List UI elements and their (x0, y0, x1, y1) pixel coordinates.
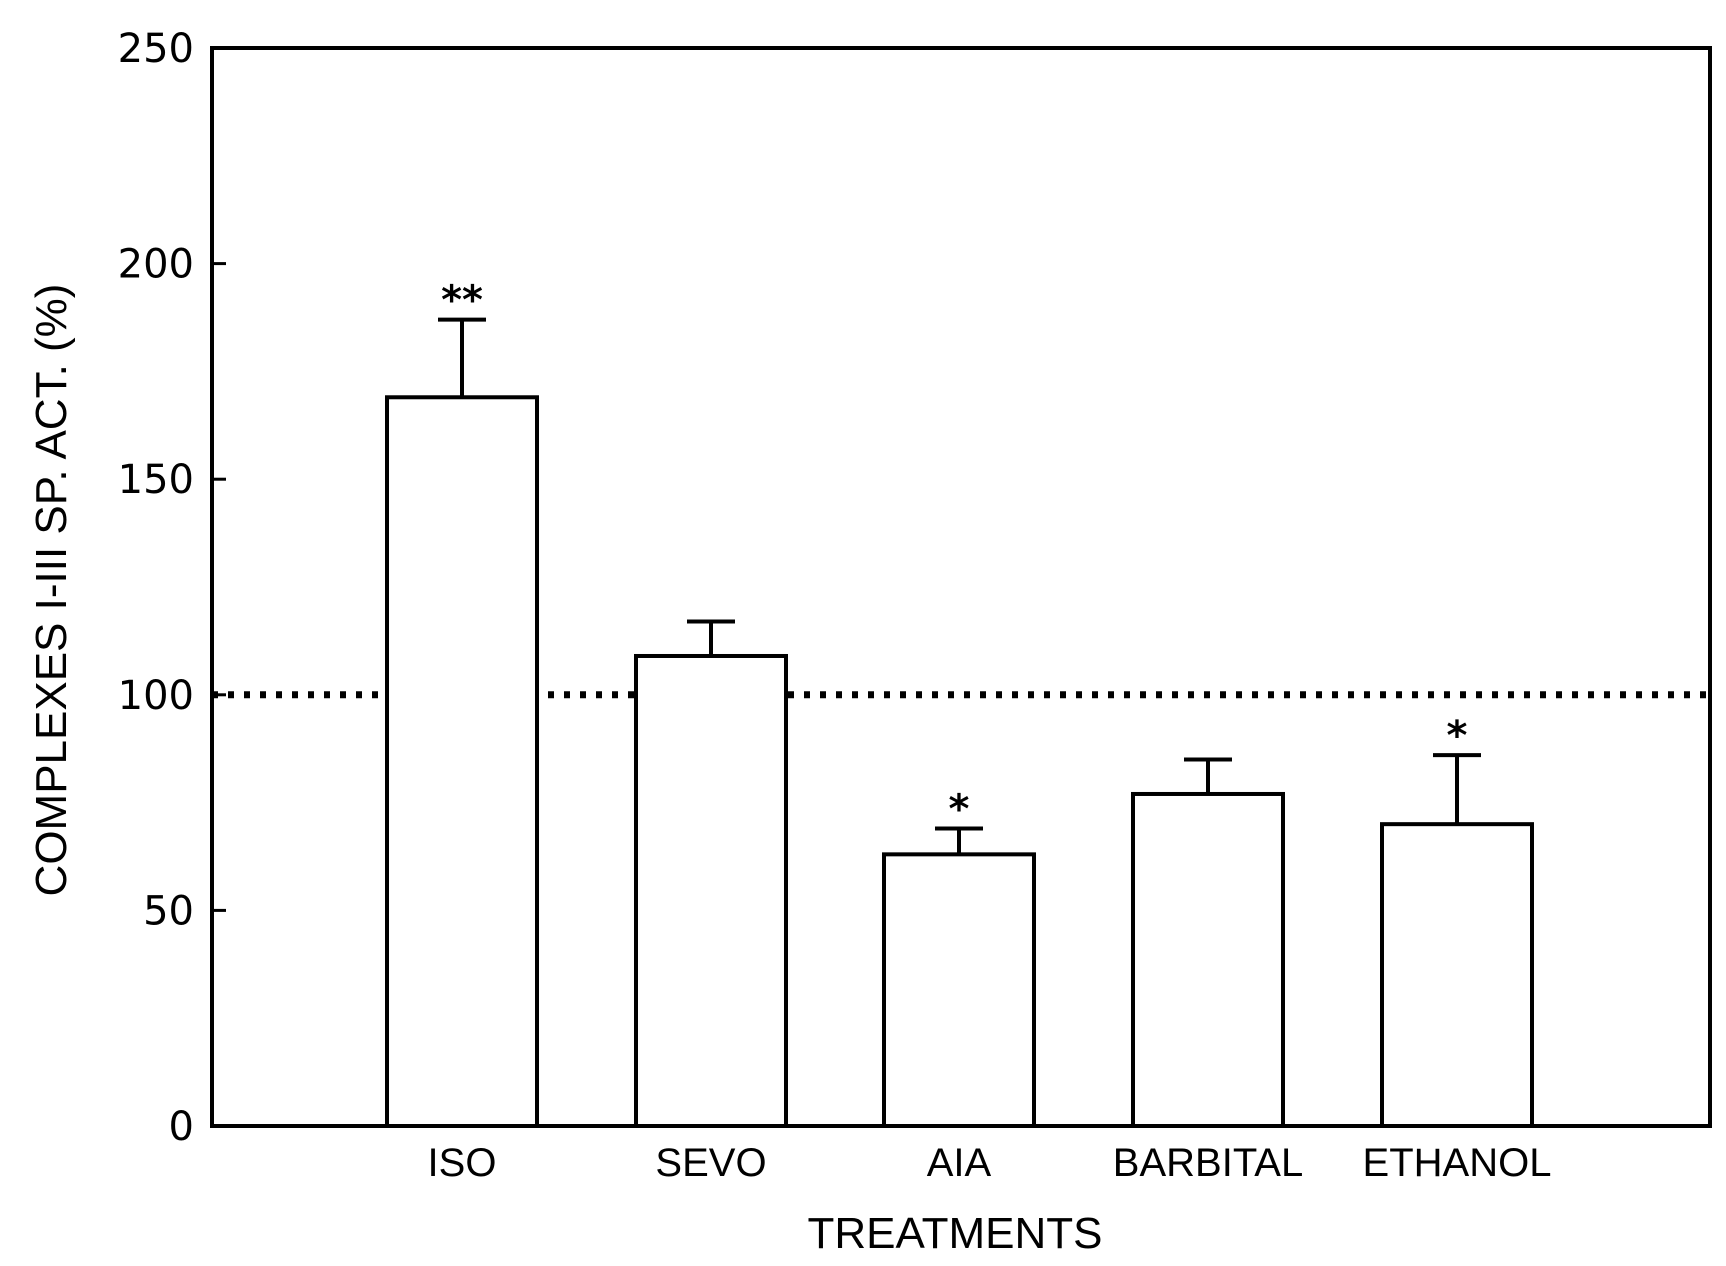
y-tick-label: 100 (118, 673, 194, 719)
x-tick-label: ISO (428, 1141, 497, 1185)
significance-mark: * (949, 786, 970, 832)
x-tick-label: AIA (927, 1141, 992, 1185)
significance-mark: * (1447, 713, 1468, 759)
significance-mark: ** (441, 278, 483, 324)
bar-ethanol (1380, 822, 1534, 1128)
bar-barbital (1131, 791, 1285, 1128)
y-axis-title: COMPLEXES I-III SP. ACT. (%) (27, 284, 76, 897)
y-tick-label: 0 (169, 1104, 194, 1150)
x-axis-title: TREATMENTS (808, 1209, 1103, 1258)
y-axis-ticks: 0 50 100 150 200 250 (118, 26, 226, 1150)
bar-aia (882, 852, 1036, 1128)
x-tick-label: SEVO (655, 1141, 766, 1185)
y-tick-label: 150 (118, 457, 194, 503)
y-tick-label: 250 (118, 26, 194, 72)
y-tick-label: 50 (143, 888, 194, 934)
x-tick-label: BARBITAL (1113, 1141, 1303, 1185)
bar-iso (385, 395, 539, 1129)
x-tick-label: ETHANOL (1363, 1141, 1552, 1185)
bar-sevo (634, 653, 788, 1128)
x-axis-category-labels: ISO SEVO AIA BARBITAL ETHANOL (428, 1141, 1552, 1185)
plot-frame (210, 46, 1712, 1128)
y-tick-label: 200 (118, 242, 194, 288)
bars-group: **** (385, 278, 1534, 1129)
